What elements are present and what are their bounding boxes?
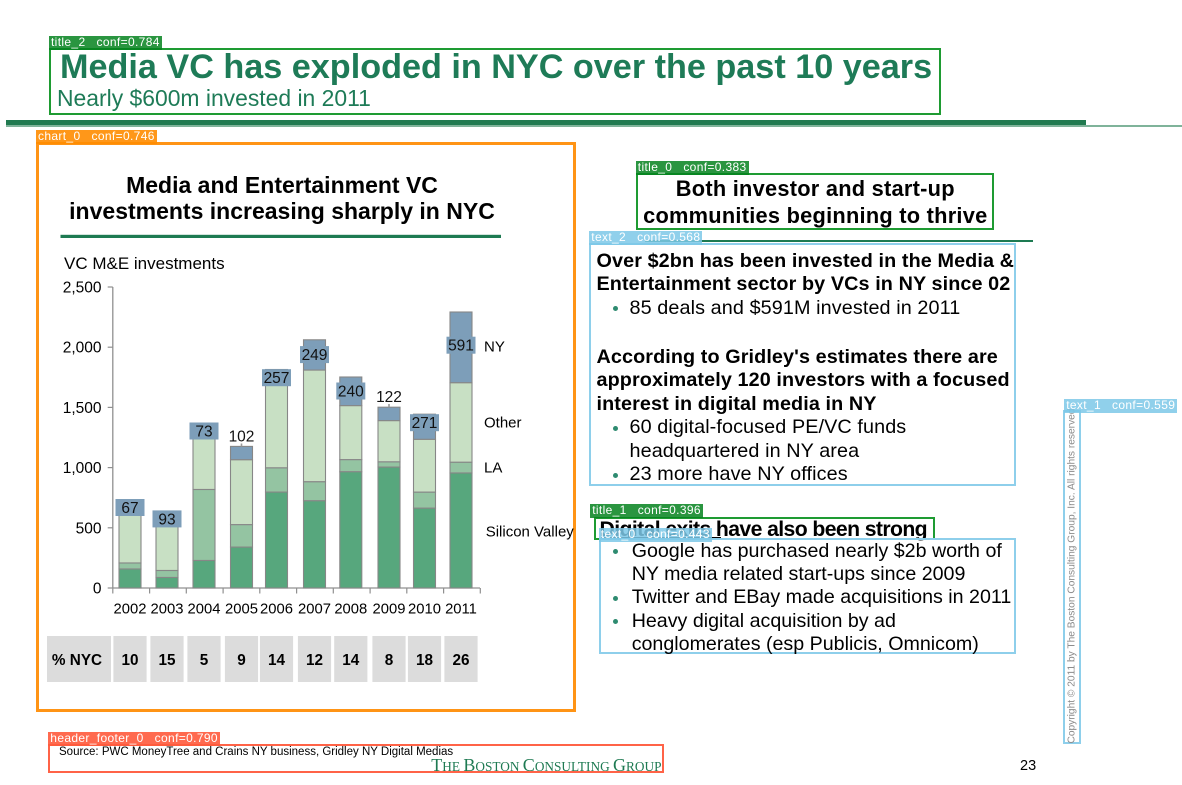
svg-text:2007: 2007 (298, 601, 331, 617)
svg-text:26: 26 (452, 652, 469, 669)
svg-text:14: 14 (268, 652, 286, 669)
svg-text:9: 9 (237, 652, 246, 669)
svg-text:8: 8 (385, 652, 394, 669)
svg-text:67: 67 (121, 500, 138, 517)
svg-text:122: 122 (376, 389, 402, 406)
svg-text:2006: 2006 (260, 601, 293, 617)
svg-text:0: 0 (93, 581, 102, 598)
svg-text:Silicon Valley: Silicon Valley (486, 524, 575, 541)
svg-text:257: 257 (264, 370, 290, 387)
svg-text:12: 12 (306, 652, 323, 669)
svg-text:2004: 2004 (188, 601, 221, 617)
svg-text:investments increasing sharply: investments increasing sharply in NYC (69, 198, 495, 224)
svg-text:LA: LA (484, 460, 502, 477)
svg-text:2,500: 2,500 (63, 280, 102, 297)
svg-text:271: 271 (412, 415, 438, 432)
svg-text:591: 591 (448, 338, 474, 355)
svg-text:2010: 2010 (408, 601, 441, 617)
svg-text:15: 15 (158, 652, 176, 669)
svg-text:1,000: 1,000 (63, 460, 102, 477)
svg-text:% NYC: % NYC (52, 652, 102, 669)
svg-text:2009: 2009 (373, 601, 406, 617)
svg-text:18: 18 (416, 652, 434, 669)
svg-text:2002: 2002 (114, 601, 147, 617)
svg-text:93: 93 (158, 511, 175, 528)
svg-text:240: 240 (338, 384, 364, 401)
svg-text:14: 14 (342, 652, 360, 669)
svg-text:5: 5 (200, 652, 209, 669)
svg-text:Media and Entertainment VC: Media and Entertainment VC (126, 172, 438, 198)
svg-text:2003: 2003 (151, 601, 184, 617)
svg-text:2005: 2005 (225, 601, 258, 617)
svg-text:Other: Other (484, 415, 522, 432)
svg-text:102: 102 (229, 429, 255, 446)
svg-text:2008: 2008 (334, 601, 367, 617)
svg-text:249: 249 (302, 347, 328, 364)
svg-text:10: 10 (121, 652, 138, 669)
svg-text:2011: 2011 (445, 601, 477, 617)
svg-text:73: 73 (195, 424, 212, 441)
svg-text:1,500: 1,500 (63, 400, 102, 417)
svg-text:NY: NY (484, 339, 505, 356)
svg-text:VC M&E investments: VC M&E investments (64, 254, 225, 273)
svg-text:2,000: 2,000 (63, 340, 102, 357)
svg-text:500: 500 (76, 520, 102, 537)
